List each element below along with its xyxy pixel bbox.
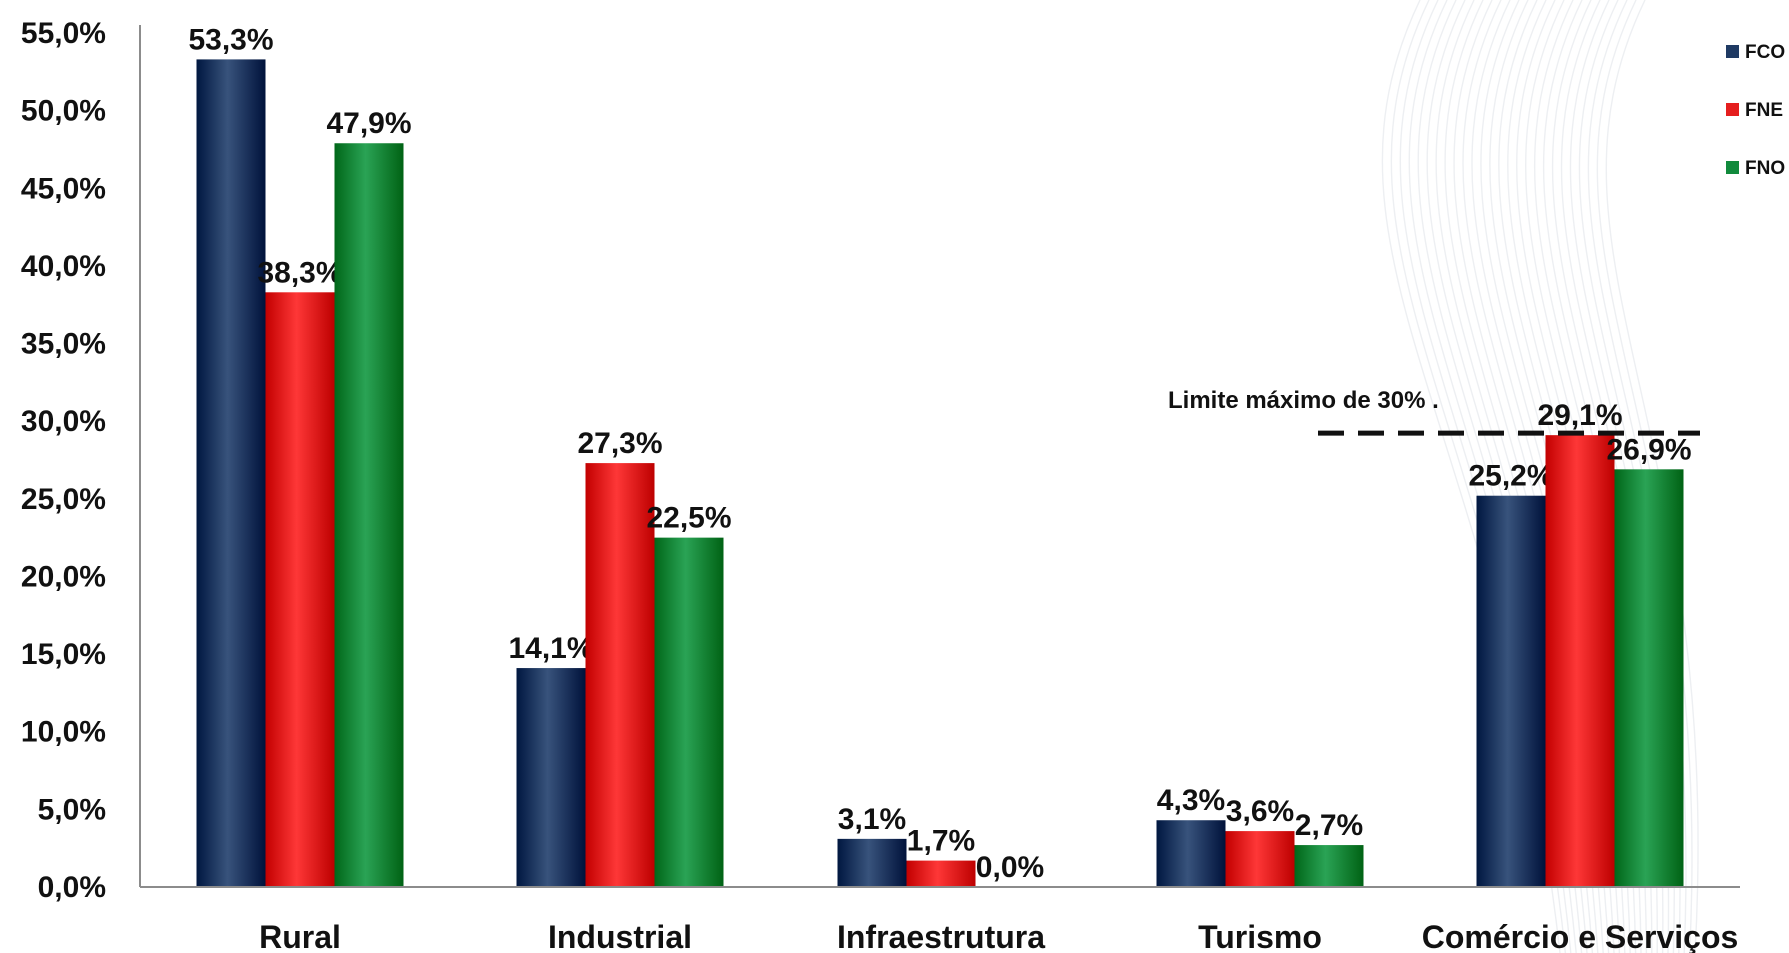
data-label: 14,1% <box>508 632 593 665</box>
category-label: Turismo <box>1198 919 1322 953</box>
data-label: 1,7% <box>907 825 975 858</box>
y-tick-label: 45,0% <box>21 172 106 205</box>
limit-annotation-text: Limite máximo de 30% . <box>1168 387 1439 414</box>
legend: FCO FNE FNO <box>1726 42 1785 179</box>
bar-fne-1 <box>585 463 655 887</box>
limit-annotation: Limite máximo de 30% . <box>1168 387 1700 436</box>
legend-swatch <box>1726 45 1739 58</box>
x-axis: Rural Industrial Infraestrutura Turismo Comé… <box>140 886 1740 953</box>
bar-fne-3 <box>1225 831 1295 887</box>
category-label: Comércio e Serviços <box>1422 919 1739 953</box>
bar-fno-4 <box>1614 469 1684 887</box>
data-label: 25,2% <box>1468 460 1553 493</box>
legend-swatch <box>1726 161 1739 174</box>
data-label: 3,1% <box>838 803 906 836</box>
data-label: 53,3% <box>188 23 273 56</box>
bar-fco-3 <box>1156 820 1226 887</box>
y-tick-label: 40,0% <box>21 250 106 283</box>
category-label: Rural <box>259 919 341 953</box>
data-label: 26,9% <box>1606 433 1691 466</box>
data-label: 38,3% <box>257 256 342 289</box>
y-tick-label: 25,0% <box>21 483 106 516</box>
y-tick-label: 30,0% <box>21 405 106 438</box>
background-swoosh-line <box>1596 0 1693 953</box>
data-label: 2,7% <box>1295 809 1363 842</box>
legend-swatch <box>1726 103 1739 116</box>
background-swoosh-line <box>1605 0 1699 953</box>
bar-fco-2 <box>837 838 907 887</box>
y-axis: 0,0% 5,0% 10,0% 15,0% 20,0% 25,0% 30,0% 35,0% 40… <box>21 17 141 904</box>
bar-fne-4 <box>1545 435 1615 887</box>
legend-label: FNE <box>1745 100 1783 121</box>
bar-fco-1 <box>516 668 586 887</box>
y-tick-label: 55,0% <box>21 17 106 50</box>
y-tick-label: 20,0% <box>21 560 106 593</box>
data-label: 27,3% <box>577 427 662 460</box>
data-label: 22,5% <box>646 502 731 535</box>
y-tick-label: 5,0% <box>38 793 106 826</box>
bar-fne-2 <box>906 860 976 887</box>
bar-fno-1 <box>654 537 724 887</box>
y-tick-label: 15,0% <box>21 638 106 671</box>
legend-label: FNO <box>1745 158 1785 179</box>
category-label: Industrial <box>548 919 692 953</box>
data-label: 4,3% <box>1157 784 1225 817</box>
data-label: 29,1% <box>1537 399 1622 432</box>
bar-fco-4 <box>1476 495 1546 887</box>
bar-fco-0 <box>196 59 266 887</box>
y-tick-label: 0,0% <box>38 871 106 904</box>
bar-fne-0 <box>265 292 335 888</box>
bar-fno-3 <box>1294 845 1364 887</box>
category-label: Infraestrutura <box>837 919 1045 953</box>
bars: 53,3% 38,3% 47,9% 14,1% 27,3% 22,5% 3,1%1,7%0,… <box>188 23 1692 888</box>
data-label: 0,0% <box>976 851 1044 884</box>
bar-fno-0 <box>334 143 404 887</box>
y-tick-label: 50,0% <box>21 95 106 128</box>
legend-label: FCO <box>1745 42 1785 63</box>
y-tick-label: 10,0% <box>21 716 106 749</box>
y-tick-label: 35,0% <box>21 328 106 361</box>
data-label: 3,6% <box>1226 795 1294 828</box>
data-label: 47,9% <box>326 107 411 140</box>
